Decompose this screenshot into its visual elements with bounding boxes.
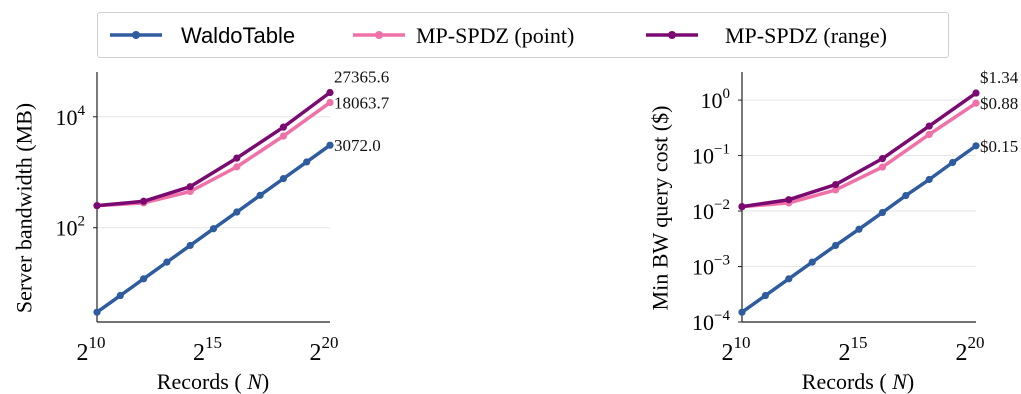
- query-cost-series-0-point-0: [738, 308, 746, 316]
- query-cost-x-axis-label-var: N: [891, 369, 908, 394]
- bandwidth-end-labels: 27365.6 18063.7 3072.0: [334, 68, 390, 156]
- bandwidth-series-1-point-4: [279, 132, 287, 140]
- query-cost-series-2-point-5: [972, 89, 980, 97]
- bandwidth-series-0-point-7: [256, 191, 264, 199]
- bandwidth-series-0-point-8: [279, 175, 287, 183]
- legend-marker-mpspdz-range: [668, 31, 676, 39]
- query-cost-series-0-point-1: [761, 291, 769, 300]
- bandwidth-series-2-point-0: [93, 202, 101, 210]
- query-cost-series-2-point-2: [832, 180, 840, 189]
- bandwidth-series-0-point-5: [209, 225, 218, 233]
- query-cost-series-0-point-8: [925, 175, 933, 184]
- query-cost-series-1-point-2: [832, 186, 840, 194]
- bandwidth-series-0-point-1: [116, 291, 124, 300]
- bandwidth-series-0-point-6: [233, 208, 241, 216]
- legend-label-mpspdz-range: MP-SPDZ (range): [725, 23, 887, 48]
- query-cost-series-0-point-7: [902, 191, 910, 200]
- bandwidth-x-axis-label-suffix: ): [262, 369, 269, 394]
- query-cost-series-2-point-3: [878, 155, 886, 163]
- query-cost-series-0-point-5: [855, 225, 863, 233]
- query-cost-x-tick-label-2: 220: [956, 333, 985, 366]
- query-cost-y-tick-label-2: 10−2: [692, 197, 730, 224]
- query-cost-ticks: 10−4 10−3 10−2 10−1 100 210 215 220: [692, 86, 984, 366]
- bandwidth-series-2-point-1: [140, 197, 148, 205]
- query-cost-series-1-point-3: [878, 163, 886, 171]
- query-cost-x-axis-label: Records ( N): [802, 369, 914, 394]
- legend-label-waldotable: WaldoTable: [181, 23, 295, 48]
- query-cost-series-2-point-0: [738, 203, 746, 211]
- bandwidth-axes: [96, 72, 330, 323]
- legend-label-mpspdz-point: MP-SPDZ (point): [416, 23, 574, 48]
- query-cost-x-tick-label-1: 215: [839, 333, 868, 366]
- query-cost-y-axis-label: Min BW query cost ($): [648, 106, 673, 311]
- bandwidth-series-0-point-2: [140, 275, 148, 283]
- bandwidth-series-2-point-3: [233, 154, 241, 162]
- query-cost-y-tick-label-1: 10−3: [692, 253, 730, 280]
- bandwidth-series-0-point-4: [186, 241, 194, 250]
- query-cost-series-0-point-10: [972, 142, 980, 150]
- legend-svg: WaldoTable MP-SPDZ (point) MP-SPDZ (rang…: [110, 23, 887, 48]
- legend-item-waldotable: WaldoTable: [110, 23, 295, 48]
- bandwidth-y-tick-label-1: 104: [56, 103, 86, 130]
- bandwidth-series-line-2: [96, 91, 332, 208]
- query-cost-y-tick-label-4: 100: [701, 86, 731, 113]
- bandwidth-y-axis-label: Server bandwidth (MB): [12, 103, 37, 313]
- query-cost-series-line-1: [741, 101, 977, 209]
- query-cost-x-tick-label-0: 210: [722, 333, 751, 366]
- legend-box: WaldoTable MP-SPDZ (point) MP-SPDZ (rang…: [97, 12, 949, 58]
- query-cost-series-0-point-4: [832, 241, 840, 250]
- bandwidth-series-0-point-3: [163, 258, 171, 266]
- query-cost-x-axis-label-suffix: ): [907, 369, 914, 394]
- query-cost-series-1-point-4: [925, 130, 933, 139]
- bandwidth-series-2-point-2: [186, 183, 194, 191]
- bandwidth-x-tick-label-2: 220: [310, 333, 339, 366]
- query-cost-series-1-point-5: [972, 99, 980, 107]
- bandwidth-x-axis-label-text: Records (: [157, 369, 242, 394]
- bandwidth-x-axis-label: Records ( N): [157, 369, 269, 394]
- bandwidth-series-2-point-4: [279, 123, 287, 131]
- query-cost-x-axis-label-text: Records (: [802, 369, 887, 394]
- query-cost-end-label-1: $0.88: [980, 94, 1018, 113]
- query-cost-end-label-0: $1.34: [980, 68, 1019, 87]
- query-cost-series-0-point-3: [808, 258, 816, 266]
- query-cost-series-2-point-1: [785, 196, 793, 204]
- bandwidth-series-0-point-10: [326, 141, 334, 149]
- query-cost-y-tick-label-0: 10−4: [692, 308, 730, 335]
- bandwidth-chart: 102 104 210 215 220 27365.6 18063.7 3072.0 Rec…: [12, 68, 390, 394]
- bandwidth-end-label-2: 3072.0: [334, 136, 381, 155]
- bandwidth-x-tick-label-0: 210: [77, 333, 106, 366]
- bandwidth-x-axis-label-var: N: [246, 369, 263, 394]
- legend-item-mpspdz-range: MP-SPDZ (range): [646, 23, 887, 48]
- bandwidth-y-tick-label-0: 102: [56, 214, 86, 241]
- query-cost-y-tick-label-3: 10−1: [692, 142, 730, 169]
- bandwidth-series-0-point-9: [303, 158, 311, 166]
- query-cost-series-line-2: [741, 91, 978, 209]
- bandwidth-end-label-1: 18063.7: [334, 94, 390, 113]
- query-cost-axes: [741, 72, 976, 323]
- legend-marker-waldotable: [132, 31, 140, 39]
- bandwidth-x-tick-label-1: 215: [193, 333, 222, 366]
- bandwidth-series: [93, 88, 334, 316]
- query-cost-end-label-2: $0.15: [980, 137, 1018, 156]
- legend-marker-mpspdz-point: [375, 31, 383, 39]
- query-cost-series: [738, 89, 980, 316]
- bandwidth-series-1-point-5: [326, 98, 334, 107]
- query-cost-end-labels: $1.34 $0.88 $0.15: [980, 68, 1019, 156]
- query-cost-series-0-point-9: [949, 158, 957, 167]
- query-cost-series-2-point-4: [925, 122, 933, 130]
- query-cost-series-0-point-2: [785, 275, 793, 283]
- bandwidth-ticks: 102 104 210 215 220: [56, 103, 339, 366]
- legend-item-mpspdz-point: MP-SPDZ (point): [353, 23, 574, 48]
- bandwidth-end-label-0: 27365.6: [334, 68, 389, 87]
- query-cost-series-0-point-6: [878, 208, 886, 217]
- bandwidth-series-2-point-5: [326, 88, 334, 97]
- bandwidth-series-1-point-3: [233, 163, 241, 171]
- bandwidth-series-0-point-0: [93, 308, 101, 316]
